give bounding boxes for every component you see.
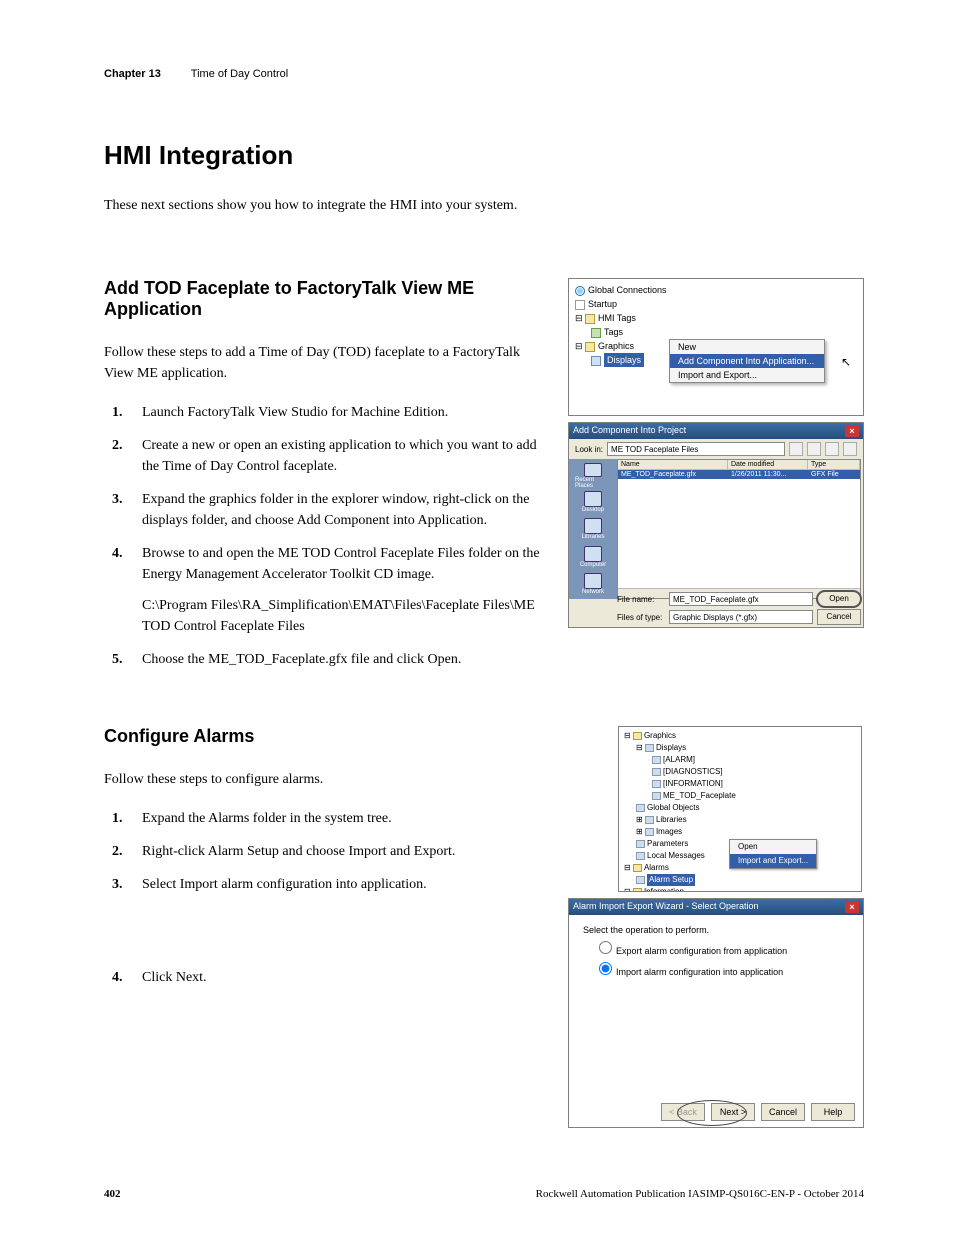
page-header: Chapter 13 Time of Day Control [104, 68, 864, 80]
place-recent[interactable]: Recent Places [575, 463, 611, 489]
place-network[interactable]: Network [575, 573, 611, 599]
screenshot-file-dialog: Add Component Into Project × Look in: ME… [568, 422, 864, 628]
page-number: 402 [104, 1188, 121, 1200]
step: Launch FactoryTalk View Studio for Machi… [126, 402, 548, 423]
lookin-label: Look in: [575, 445, 603, 454]
cancel-button[interactable]: Cancel [817, 609, 861, 625]
intro-paragraph: These next sections show you how to inte… [104, 195, 604, 216]
col-type[interactable]: Type [808, 460, 860, 469]
places-bar: Recent Places Desktop Libraries Computer… [569, 459, 617, 599]
close-icon[interactable]: × [845, 425, 859, 437]
highlight-ring [677, 1100, 747, 1126]
context-menu[interactable]: Open Import and Export... [729, 839, 817, 869]
menu-item-new[interactable]: New [670, 340, 824, 354]
nav-back-icon[interactable] [789, 442, 803, 456]
close-icon[interactable]: × [845, 901, 859, 913]
step: Choose the ME_TOD_Faceplate.gfx file and… [126, 649, 548, 670]
menu-item-open[interactable]: Open [730, 840, 816, 854]
col-date[interactable]: Date modified [728, 460, 808, 469]
h2-configure-alarms: Configure Alarms [104, 726, 548, 747]
step: Select Import alarm configuration into a… [126, 874, 548, 895]
menu-item-import-export[interactable]: Import and Export... [670, 368, 824, 382]
lookin-combo[interactable]: ME TOD Faceplate Files [607, 442, 785, 456]
col-name[interactable]: Name [618, 460, 728, 469]
cursor-icon: ↖ [841, 355, 851, 369]
section1-lead: Follow these steps to add a Time of Day … [104, 342, 548, 384]
screenshot-tree-context-menu: Global Connections Startup ⊟ HMI Tags Ta… [568, 278, 864, 416]
screenshot-alarm-tree: ⊟ Graphics ⊟ Displays [ALARM] [DIAGNOSTI… [618, 726, 862, 892]
step: Browse to and open the ME TOD Control Fa… [126, 543, 548, 637]
cancel-button[interactable]: Cancel [761, 1103, 805, 1121]
context-menu[interactable]: New Add Component Into Application... Im… [669, 339, 825, 383]
nav-up-icon[interactable] [807, 442, 821, 456]
chapter-label: Chapter 13 [104, 68, 161, 80]
step: Expand the Alarms folder in the system t… [126, 808, 548, 829]
filetype-label: Files of type: [617, 613, 665, 622]
filename-label: File name: [617, 595, 665, 604]
open-button[interactable]: Open [817, 591, 861, 607]
file-row[interactable]: ME_TOD_Faceplate.gfx 1/26/2011 11:30... … [618, 470, 860, 479]
place-desktop[interactable]: Desktop [575, 491, 611, 517]
h1-hmi-integration: HMI Integration [104, 140, 864, 171]
section1-steps: Launch FactoryTalk View Studio for Machi… [126, 402, 548, 670]
place-computer[interactable]: Computer [575, 546, 611, 572]
chapter-title: Time of Day Control [191, 68, 288, 80]
step: Expand the graphics folder in the explor… [126, 489, 548, 531]
section2-steps: Expand the Alarms folder in the system t… [126, 808, 548, 895]
wizard-prompt: Select the operation to perform. [583, 925, 849, 935]
place-libraries[interactable]: Libraries [575, 518, 611, 544]
page-footer: 402 Rockwell Automation Publication IASI… [104, 1188, 864, 1200]
step: Create a new or open an existing applica… [126, 435, 548, 477]
radio-import[interactable]: Import alarm configuration into applicat… [599, 962, 849, 977]
filetype-field[interactable]: Graphic Displays (*.gfx) [669, 610, 813, 624]
section2-steps-cont: Click Next. [126, 967, 548, 988]
h2-add-tod: Add TOD Faceplate to FactoryTalk View ME… [104, 278, 548, 320]
screenshot-alarm-wizard: Alarm Import Export Wizard - Select Oper… [568, 898, 864, 1128]
radio-export[interactable]: Export alarm configuration from applicat… [599, 941, 849, 956]
section2-lead: Follow these steps to configure alarms. [104, 769, 548, 790]
dialog-title: Add Component Into Project [573, 425, 686, 437]
step-subtext: C:\Program Files\RA_Simplification\EMAT\… [142, 595, 548, 637]
menu-item-add-component[interactable]: Add Component Into Application... [670, 354, 824, 368]
help-button[interactable]: Help [811, 1103, 855, 1121]
wizard-title: Alarm Import Export Wizard - Select Oper… [573, 901, 759, 913]
view-menu-icon[interactable] [843, 442, 857, 456]
filename-field[interactable]: ME_TOD_Faceplate.gfx [669, 592, 813, 606]
menu-item-import-export[interactable]: Import and Export... [730, 854, 816, 868]
publication-id: Rockwell Automation Publication IASIMP-Q… [536, 1188, 864, 1200]
step: Click Next. [126, 967, 548, 988]
new-folder-icon[interactable] [825, 442, 839, 456]
step: Right-click Alarm Setup and choose Impor… [126, 841, 548, 862]
